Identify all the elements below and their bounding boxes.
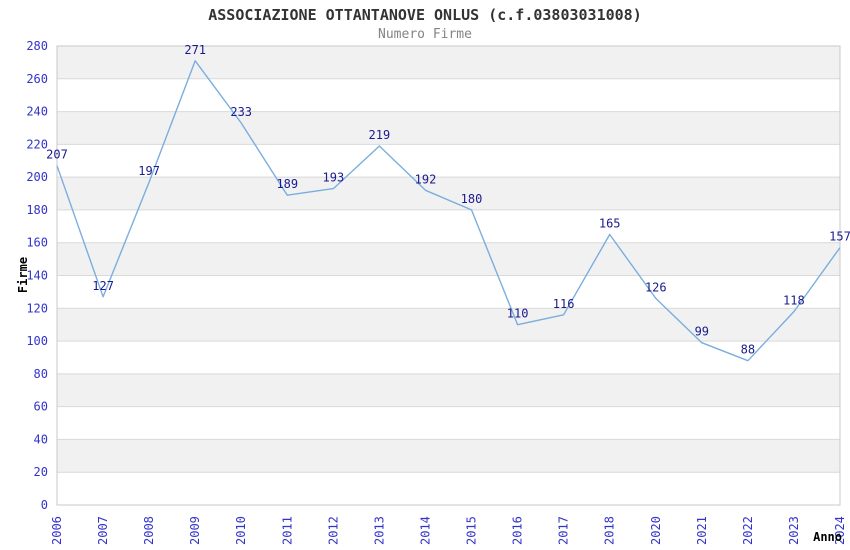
y-tick-label: 260 <box>26 72 48 86</box>
point-value-label: 192 <box>415 172 437 186</box>
x-tick-label: 2017 <box>557 516 571 545</box>
y-tick-label: 140 <box>26 269 48 283</box>
chart-subtitle: Numero Firme <box>378 27 472 42</box>
background-band <box>57 144 840 178</box>
point-value-label: 219 <box>369 128 391 142</box>
x-tick-label: 2023 <box>787 516 801 545</box>
background-band <box>57 472 840 505</box>
x-tick-label: 2015 <box>465 516 479 545</box>
x-tick-label: 2012 <box>326 516 340 545</box>
background-band <box>57 242 840 276</box>
point-labels: 207 127 197 271 233 189 193 219 192 180 110 116 165 1… <box>46 43 850 357</box>
point-value-label: 233 <box>230 105 252 119</box>
background-band <box>57 308 840 342</box>
y-tick-label: 180 <box>26 203 48 217</box>
y-axis-tick-labels: 0 20 40 60 80 100 120 140 160 180 200 220 240 260 280 <box>26 39 48 512</box>
plot-frame <box>56 45 841 506</box>
background-band <box>57 373 840 407</box>
point-value-label: 197 <box>138 164 160 178</box>
x-tick-label: 2008 <box>142 516 156 545</box>
y-tick-label: 60 <box>34 400 48 414</box>
point-value-label: 165 <box>599 217 621 231</box>
point-value-label: 110 <box>507 307 529 321</box>
y-tick-label: 40 <box>34 432 48 446</box>
y-tick-label: 220 <box>26 137 48 151</box>
background-band <box>57 275 840 309</box>
x-tick-label: 2018 <box>603 516 617 545</box>
y-axis-title: Firme <box>16 257 30 293</box>
point-value-label: 88 <box>741 343 755 357</box>
x-tick-label: 2009 <box>188 516 202 545</box>
x-tick-label: 2022 <box>741 516 755 545</box>
x-tick-label: 2020 <box>649 516 663 545</box>
point-value-label: 118 <box>783 294 805 308</box>
point-value-label: 126 <box>645 280 667 294</box>
background-band <box>57 209 840 243</box>
y-tick-label: 200 <box>26 170 48 184</box>
y-tick-label: 280 <box>26 39 48 53</box>
plot-border <box>56 45 841 506</box>
point-value-label: 271 <box>184 43 206 57</box>
x-tick-label: 2014 <box>419 516 433 545</box>
x-axis-tick-labels: 2006 2007 2008 2009 2010 2011 2012 2013 2014 2015… <box>50 516 847 545</box>
background-bands <box>57 46 840 505</box>
point-value-label: 189 <box>276 177 298 191</box>
background-band <box>57 78 840 112</box>
y-tick-label: 120 <box>26 301 48 315</box>
x-tick-label: 2021 <box>695 516 709 545</box>
background-band <box>57 439 840 473</box>
background-band <box>57 46 840 79</box>
point-value-label: 207 <box>46 148 68 162</box>
x-axis-title: Anno <box>813 530 842 544</box>
x-tick-label: 2013 <box>372 516 386 545</box>
point-value-label: 99 <box>695 325 709 339</box>
point-value-label: 193 <box>323 171 345 185</box>
background-band <box>57 111 840 145</box>
point-value-label: 180 <box>461 192 483 206</box>
x-tick-label: 2006 <box>50 516 64 545</box>
point-value-label: 127 <box>92 279 114 293</box>
chart-title: ASSOCIAZIONE OTTANTANOVE ONLUS (c.f.0380… <box>208 6 642 24</box>
point-value-label: 157 <box>829 230 850 244</box>
x-tick-label: 2016 <box>511 516 525 545</box>
point-value-label: 116 <box>553 297 575 311</box>
background-band <box>57 341 840 374</box>
y-tick-label: 20 <box>34 465 48 479</box>
background-band <box>57 406 840 440</box>
x-tick-label: 2007 <box>96 516 110 545</box>
y-tick-label: 0 <box>41 498 48 512</box>
y-tick-label: 100 <box>26 334 48 348</box>
x-tick-label: 2024 <box>833 516 847 545</box>
y-tick-label: 160 <box>26 236 48 250</box>
y-tick-label: 240 <box>26 105 48 119</box>
series-polyline <box>56 60 841 362</box>
y-tick-label: 80 <box>34 367 48 381</box>
background-band <box>57 177 840 210</box>
x-tick-label: 2011 <box>280 516 294 545</box>
x-tick-label: 2010 <box>234 516 248 545</box>
data-series-line <box>56 60 841 362</box>
